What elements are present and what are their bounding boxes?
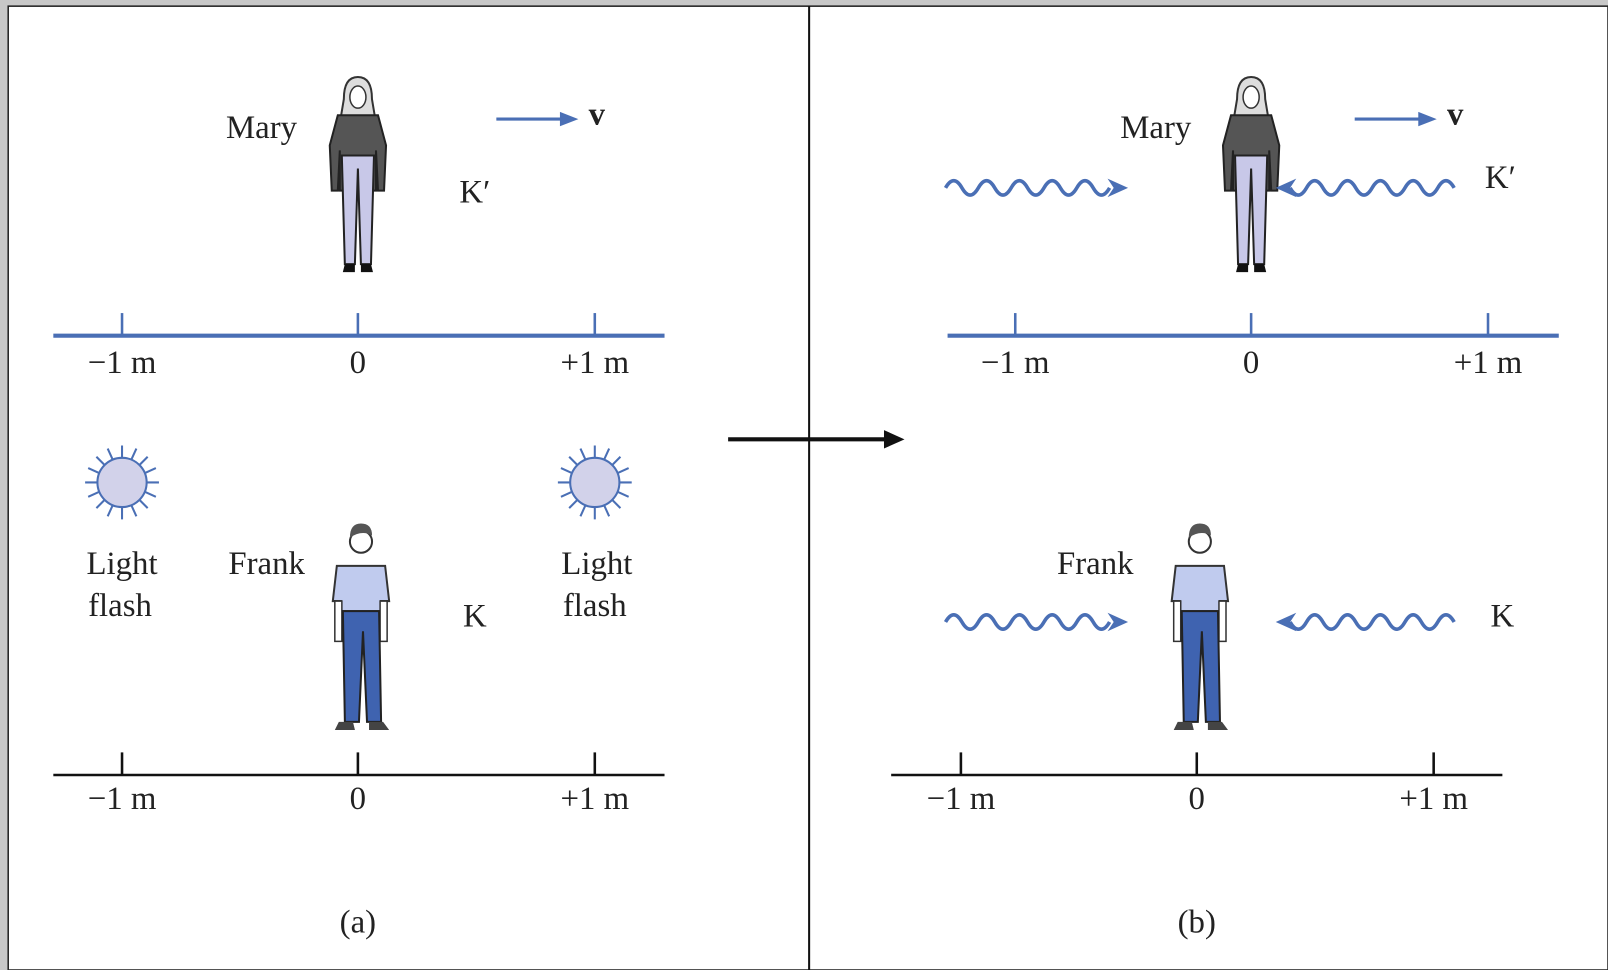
axis-label: 0 xyxy=(350,345,366,381)
axis-label: +1 m xyxy=(560,345,629,381)
axis-label: 0 xyxy=(350,781,366,817)
frame-label: K xyxy=(463,598,487,634)
light-wave xyxy=(1288,613,1456,631)
light-wave xyxy=(943,613,1112,631)
light-wave xyxy=(943,178,1112,197)
wave-arrowhead xyxy=(1275,612,1297,632)
flash-label: Light xyxy=(561,546,632,582)
axis-label: 0 xyxy=(1189,781,1205,817)
axis-label: 0 xyxy=(1243,345,1259,381)
velocity-label: v xyxy=(589,97,606,133)
axis-ticks xyxy=(120,752,597,775)
axis-ticks xyxy=(120,313,597,336)
wave-arrowhead xyxy=(1107,612,1129,632)
velocity-label: v xyxy=(1447,97,1464,133)
observer-label: Frank xyxy=(228,546,305,582)
axis-label: −1 m xyxy=(88,345,157,381)
axis-ticks xyxy=(1013,313,1490,336)
axis-label: +1 m xyxy=(1454,345,1523,381)
velocity-arrowhead xyxy=(1418,111,1437,127)
flash-label: flash xyxy=(88,588,152,624)
axis-label: −1 m xyxy=(927,781,996,817)
axis-label: −1 m xyxy=(88,781,157,817)
observer-label: Frank xyxy=(1057,546,1134,582)
wave-arrowhead xyxy=(1107,178,1129,198)
light-wave xyxy=(1288,178,1456,197)
axis-label: +1 m xyxy=(1399,781,1468,817)
flash-label: Light xyxy=(86,546,157,582)
flash-label: flash xyxy=(563,588,627,624)
axis-ticks xyxy=(959,752,1435,775)
frame-label: K xyxy=(1491,598,1515,634)
wave-arrowhead xyxy=(1275,178,1297,198)
frame-label: K′ xyxy=(1485,160,1516,196)
frame-label: K′ xyxy=(459,175,490,211)
transition-arrowhead xyxy=(883,430,905,449)
axis-label: −1 m xyxy=(981,345,1050,381)
observer-label: Mary xyxy=(226,110,298,146)
panel-caption: (a) xyxy=(340,904,376,940)
observer-label: Mary xyxy=(1120,110,1192,146)
axis-label: +1 m xyxy=(560,781,629,817)
panel-caption: (b) xyxy=(1178,904,1216,940)
velocity-arrowhead xyxy=(559,111,579,127)
